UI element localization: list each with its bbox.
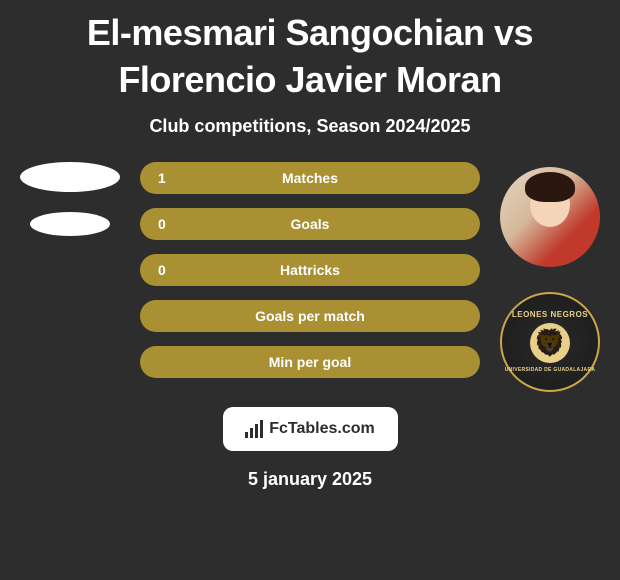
page-title: El-mesmari Sangochian vs Florencio Javie… xyxy=(15,10,605,104)
stats-column: 1 Matches 0 Goals 0 Hattricks Goals per … xyxy=(140,162,480,378)
right-player-column: LEONES NEGROS UNIVERSIDAD DE GUADALAJARA xyxy=(495,162,605,392)
left-club-placeholder xyxy=(30,212,110,236)
stat-row-matches: 1 Matches xyxy=(140,162,480,194)
stat-row-mpg: Min per goal xyxy=(140,346,480,378)
stat-label: Hattricks xyxy=(280,262,340,278)
stat-label: Matches xyxy=(282,170,338,186)
stat-value-left: 1 xyxy=(158,170,178,186)
stat-row-hattricks: 0 Hattricks xyxy=(140,254,480,286)
right-club-badge: LEONES NEGROS UNIVERSIDAD DE GUADALAJARA xyxy=(500,292,600,392)
left-player-column xyxy=(15,162,125,236)
date-label: 5 january 2025 xyxy=(15,469,605,490)
club-name-bottom: UNIVERSIDAD DE GUADALAJARA xyxy=(505,367,596,373)
bars-icon xyxy=(245,420,263,438)
stat-row-goals: 0 Goals xyxy=(140,208,480,240)
club-name-top: LEONES NEGROS xyxy=(512,310,588,319)
site-badge[interactable]: FcTables.com xyxy=(223,407,398,451)
stat-value-left: 0 xyxy=(158,262,178,278)
stat-label: Goals xyxy=(291,216,330,232)
left-player-placeholder xyxy=(20,162,120,192)
site-name: FcTables.com xyxy=(269,420,375,438)
subtitle: Club competitions, Season 2024/2025 xyxy=(15,116,605,137)
right-player-photo xyxy=(500,167,600,267)
comparison-area: 1 Matches 0 Goals 0 Hattricks Goals per … xyxy=(15,162,605,392)
stat-value-left: 0 xyxy=(158,216,178,232)
comparison-container: El-mesmari Sangochian vs Florencio Javie… xyxy=(0,0,620,500)
lion-icon xyxy=(530,323,570,363)
stat-label: Goals per match xyxy=(255,308,365,324)
stat-row-gpm: Goals per match xyxy=(140,300,480,332)
stat-label: Min per goal xyxy=(269,354,351,370)
